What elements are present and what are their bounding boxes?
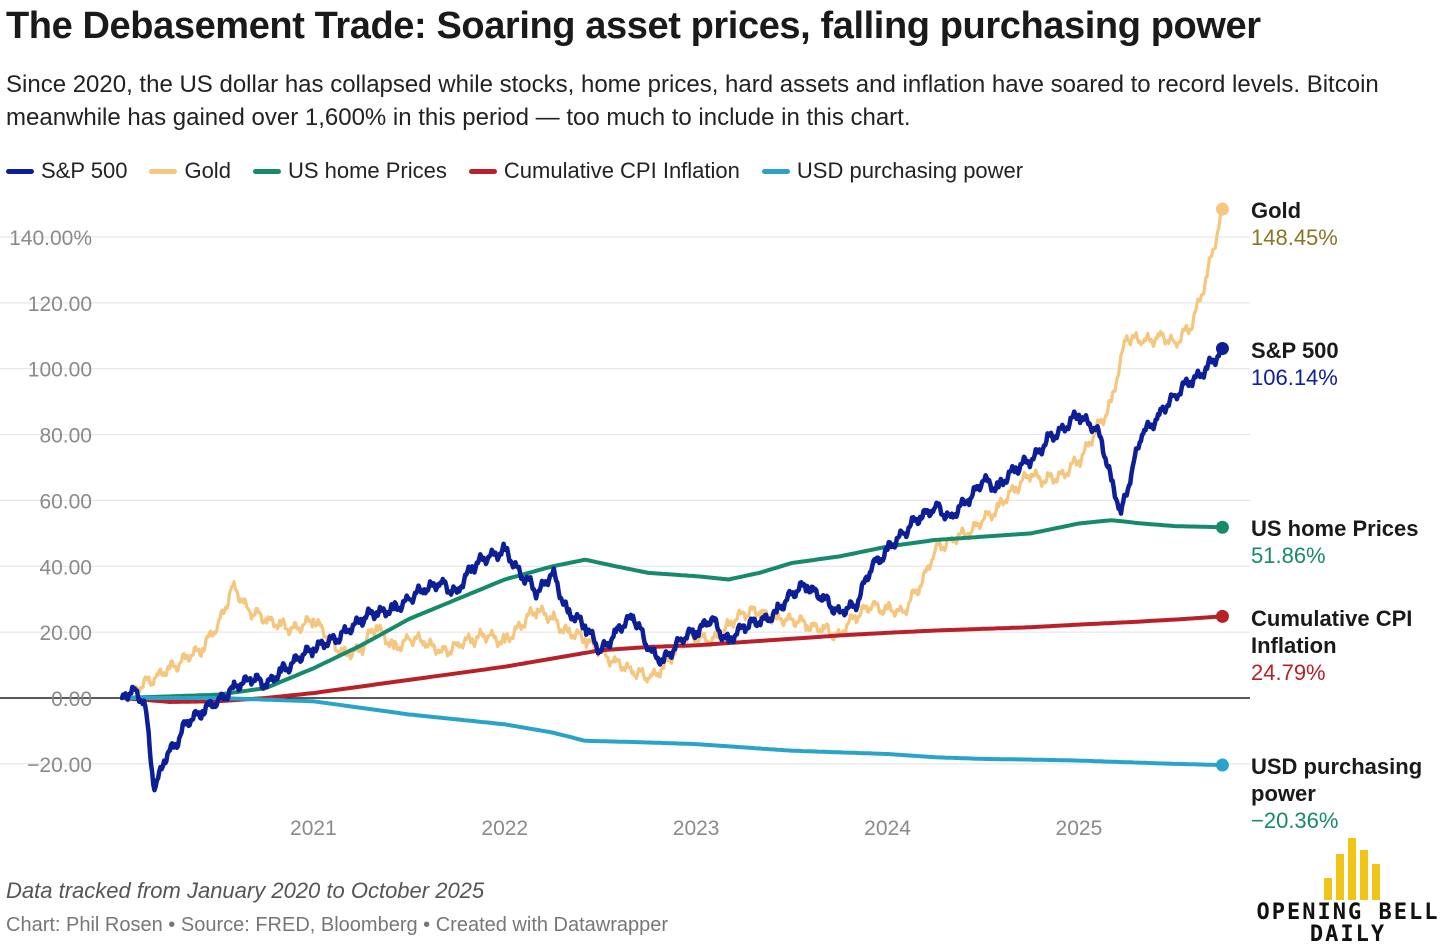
legend-item-cpi: Cumulative CPI Inflation (468, 158, 740, 184)
y-tick-label-5: 40.00 (39, 556, 92, 579)
end-dot-home (1215, 520, 1229, 534)
legend: S&P 500 Gold US home Prices Cumulative C… (6, 158, 1023, 184)
logo-bar-2 (1336, 854, 1344, 900)
legend-label-cpi: Cumulative CPI Inflation (503, 158, 740, 183)
end-value-label-home: 51.86% (1251, 543, 1326, 568)
legend-item-gold: Gold (149, 158, 231, 184)
y-tick-label-4: 60.00 (39, 490, 92, 513)
end-label-sp500: S&P 500 (1251, 338, 1339, 363)
x-tick-label-0: 2021 (290, 817, 337, 840)
legend-swatch-home (252, 168, 281, 174)
logo-text: OPENING BELL DAILY (1246, 902, 1450, 946)
opening-bell-daily-logo: OPENING BELL DAILY (1246, 836, 1450, 948)
legend-item-sp500: S&P 500 (6, 158, 127, 184)
logo-line-2: DAILY (1309, 922, 1387, 947)
series-line-home (120, 518, 1225, 700)
end-value-label-sp500: 106.14% (1251, 365, 1338, 390)
logo-line-1: OPENING BELL (1256, 900, 1440, 925)
y-tick-label-7: 0.00 (51, 688, 92, 711)
legend-swatch-usd (761, 168, 790, 174)
end-value-label-gold: 148.45% (1251, 225, 1338, 250)
series-line-sp500 (119, 342, 1225, 793)
end-dot-sp500 (1215, 341, 1229, 355)
y-tick-label-1: 120.00 (28, 293, 92, 316)
bars-logo-icon (1324, 838, 1380, 900)
line-chart: 140.00% 120.00 100.00 80.00 60.00 40.00 20.00 0… (0, 198, 1422, 840)
end-value-label-usd: −20.36% (1251, 808, 1338, 833)
series-line-gold (120, 206, 1224, 703)
y-tick-label-6: 20.00 (39, 622, 92, 645)
x-tick-label-4: 2025 (1056, 817, 1103, 840)
legend-swatch-cpi (468, 168, 497, 174)
chart-title: The Debasement Trade: Soaring asset pric… (6, 5, 1261, 47)
legend-item-home: US home Prices (252, 158, 447, 184)
series-line-cpi (120, 614, 1225, 704)
y-tick-label-0: 140.00% (9, 227, 92, 250)
end-dot-gold (1215, 202, 1229, 216)
end-dot-cpi (1215, 609, 1229, 623)
logo-bar-4 (1360, 850, 1368, 900)
y-tick-label-8: −20.00 (27, 754, 92, 777)
x-tick-label-3: 2024 (864, 817, 911, 840)
y-tick-label-3: 80.00 (39, 425, 92, 448)
legend-item-usd: USD purchasing power (761, 158, 1024, 184)
end-dot-usd (1215, 758, 1229, 772)
end-label-home: US home Prices (1251, 516, 1419, 541)
logo-bar-5 (1372, 864, 1380, 900)
legend-swatch-gold (149, 168, 178, 174)
legend-label-sp500: S&P 500 (41, 158, 128, 183)
footnote: Data tracked from January 2020 to Octobe… (6, 878, 485, 903)
legend-swatch-sp500 (6, 168, 34, 174)
y-tick-label-2: 100.00 (28, 359, 92, 382)
legend-label-usd: USD purchasing power (796, 158, 1024, 183)
series-line-usd (120, 696, 1225, 767)
end-label-cpi: Cumulative CPI Inflation (1251, 606, 1412, 658)
end-label-usd: USD purchasing power (1251, 754, 1422, 806)
logo-bar-3 (1348, 838, 1356, 900)
end-label-gold: Gold (1251, 198, 1301, 223)
end-value-label-cpi: 24.79% (1251, 660, 1326, 685)
chart-subtitle: Since 2020, the US dollar has collapsed … (6, 71, 1379, 131)
legend-label-home: US home Prices (287, 158, 447, 183)
x-tick-label-2: 2023 (673, 817, 720, 840)
x-tick-label-1: 2022 (481, 817, 528, 840)
credits: Chart: Phil Rosen • Source: FRED, Bloomb… (6, 914, 669, 936)
legend-label-gold: Gold (184, 158, 231, 183)
logo-bar-1 (1324, 878, 1332, 900)
